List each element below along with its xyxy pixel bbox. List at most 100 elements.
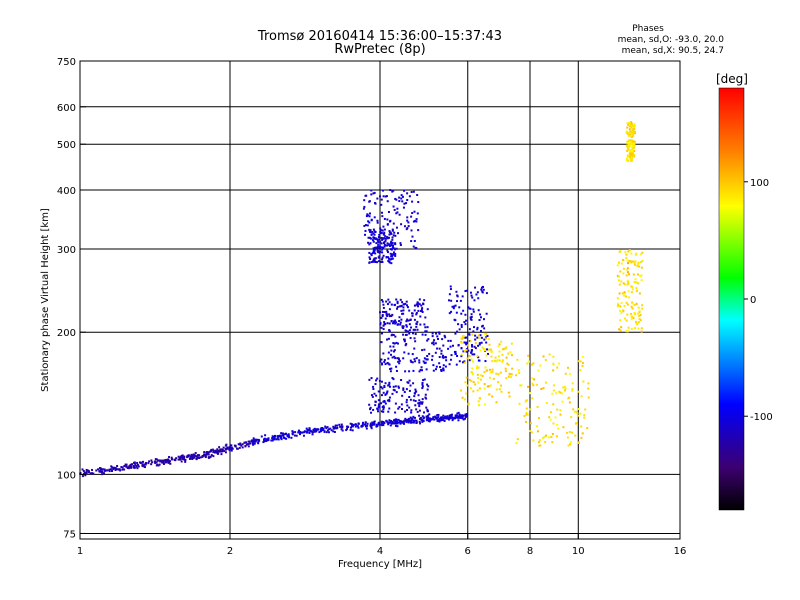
o-mode-point xyxy=(412,415,415,418)
x-mode-point xyxy=(633,150,636,153)
x-mode-point xyxy=(632,316,635,319)
o-mode-point xyxy=(364,421,367,424)
x-mode-point xyxy=(630,135,633,138)
o-mode-point xyxy=(388,381,391,384)
x-mode-point xyxy=(460,353,463,356)
x-mode-point xyxy=(620,302,623,305)
o-mode-point xyxy=(402,333,405,336)
x-mode-point xyxy=(622,282,625,285)
o-mode-point xyxy=(372,408,375,411)
x-mode-point xyxy=(631,132,634,135)
o-mode-point xyxy=(410,360,413,363)
o-mode-point xyxy=(401,195,404,198)
o-mode-point xyxy=(438,356,441,359)
o-mode-point xyxy=(412,369,415,372)
x-mode-point xyxy=(630,121,633,124)
o-mode-point xyxy=(466,413,469,416)
o-mode-point xyxy=(319,430,322,433)
o-mode-point xyxy=(463,341,466,344)
x-mode-point xyxy=(574,422,577,425)
o-mode-point xyxy=(396,342,399,345)
phases-x-line: mean, sd,X: 90.5, 24.7 xyxy=(622,46,724,56)
o-mode-point xyxy=(246,443,249,446)
x-mode-point xyxy=(581,365,584,368)
x-mode-point xyxy=(566,397,569,400)
x-tick-label: 2 xyxy=(227,546,233,557)
o-mode-point xyxy=(400,420,403,423)
o-mode-point xyxy=(398,359,401,362)
o-mode-point xyxy=(281,432,284,435)
o-mode-point xyxy=(409,384,412,387)
o-mode-point xyxy=(464,341,467,344)
o-mode-point xyxy=(377,243,380,246)
o-mode-point xyxy=(442,418,445,421)
x-mode-point xyxy=(494,356,497,359)
x-mode-point xyxy=(627,282,630,285)
o-mode-point xyxy=(477,344,480,347)
o-mode-point xyxy=(81,475,84,478)
o-mode-point xyxy=(397,232,400,235)
o-mode-point xyxy=(445,359,448,362)
o-mode-point xyxy=(451,344,454,347)
o-mode-point xyxy=(425,419,428,422)
x-mode-point xyxy=(484,366,487,369)
x-mode-point xyxy=(579,360,582,363)
o-mode-point xyxy=(392,385,395,388)
o-mode-point xyxy=(423,411,426,414)
o-mode-point xyxy=(111,466,114,469)
x-mode-point xyxy=(497,345,500,348)
x-mode-point xyxy=(464,381,467,384)
o-mode-point xyxy=(273,438,276,441)
o-mode-point xyxy=(478,359,481,362)
x-mode-point xyxy=(529,430,532,433)
x-mode-point xyxy=(543,436,546,439)
o-mode-point xyxy=(388,261,391,264)
x-mode-point xyxy=(538,441,541,444)
x-mode-point xyxy=(641,251,644,254)
o-mode-point xyxy=(154,458,157,461)
x-mode-point xyxy=(470,371,473,374)
x-mode-point xyxy=(635,289,638,292)
o-mode-point xyxy=(308,427,311,430)
grid xyxy=(80,61,680,539)
o-mode-point xyxy=(108,470,111,473)
o-mode-point xyxy=(252,437,255,440)
x-mode-point xyxy=(640,260,643,263)
x-mode-point xyxy=(620,326,623,329)
o-mode-point xyxy=(345,429,348,432)
o-mode-point xyxy=(390,254,393,257)
o-mode-point xyxy=(456,354,459,357)
o-mode-point xyxy=(402,327,405,330)
o-mode-point xyxy=(403,189,406,192)
o-mode-point xyxy=(247,445,250,448)
o-mode-point xyxy=(161,459,164,462)
o-mode-point xyxy=(455,290,458,293)
o-mode-point xyxy=(372,388,375,391)
x-mode-point xyxy=(471,367,474,370)
o-mode-point xyxy=(393,208,396,211)
x-mode-point xyxy=(477,381,480,384)
o-mode-point xyxy=(221,448,224,451)
x-mode-point xyxy=(579,412,582,415)
y-tick-label: 200 xyxy=(57,328,76,339)
x-mode-point xyxy=(629,130,632,133)
x-mode-point xyxy=(463,361,466,364)
o-mode-point xyxy=(409,359,412,362)
o-mode-point xyxy=(228,446,231,449)
x-mode-point xyxy=(626,259,629,262)
o-mode-point xyxy=(472,310,475,313)
x-mode-point xyxy=(556,366,559,369)
o-mode-point xyxy=(440,352,443,355)
o-mode-point xyxy=(440,368,443,371)
o-mode-point xyxy=(414,340,417,343)
o-mode-point xyxy=(360,425,363,428)
o-mode-point xyxy=(374,257,377,260)
x-mode-point xyxy=(491,350,494,353)
o-mode-point xyxy=(292,431,295,434)
o-mode-point xyxy=(474,338,477,341)
o-mode-point xyxy=(464,313,467,316)
o-mode-point xyxy=(411,353,414,356)
x-mode-point xyxy=(501,353,504,356)
o-mode-point xyxy=(381,248,384,251)
x-mode-point xyxy=(626,140,629,143)
